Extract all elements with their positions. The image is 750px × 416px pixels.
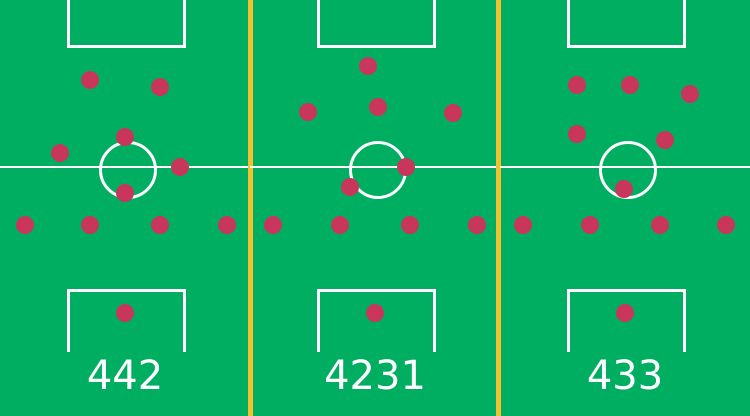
panel-divider <box>496 0 501 416</box>
player-marker-defender <box>468 216 486 234</box>
player-marker-defender <box>151 216 169 234</box>
formation-panel-4231: 4231 <box>250 0 500 416</box>
player-marker-midfielder <box>116 184 134 202</box>
player-marker-goalkeeper <box>116 304 134 322</box>
player-marker-midfielder <box>656 131 674 149</box>
player-marker-midfielder <box>397 158 415 176</box>
player-marker-goalkeeper <box>616 304 634 322</box>
player-marker-midfielder <box>444 104 462 122</box>
player-marker-forward <box>568 76 586 94</box>
top-penalty-box <box>567 0 686 48</box>
formation-label: 4231 <box>324 353 426 399</box>
player-marker-defender <box>218 216 236 234</box>
player-marker-forward <box>81 71 99 89</box>
formation-label: 433 <box>586 353 664 399</box>
player-marker-defender <box>401 216 419 234</box>
top-penalty-box <box>317 0 436 48</box>
center-circle <box>599 141 657 199</box>
formation-panel-442: 442 <box>0 0 250 416</box>
player-marker-defender <box>581 216 599 234</box>
player-marker-defender <box>16 216 34 234</box>
player-marker-goalkeeper <box>366 304 384 322</box>
player-marker-defender <box>264 216 282 234</box>
player-marker-midfielder <box>568 125 586 143</box>
player-marker-forward <box>621 76 639 94</box>
player-marker-midfielder <box>615 180 633 198</box>
player-marker-forward <box>151 78 169 96</box>
player-marker-forward <box>681 85 699 103</box>
player-marker-defender <box>651 216 669 234</box>
player-marker-midfielder <box>341 178 359 196</box>
player-marker-defender <box>81 216 99 234</box>
bottom-penalty-box <box>67 289 186 352</box>
bottom-penalty-box <box>567 289 686 352</box>
player-marker-midfielder <box>171 158 189 176</box>
bottom-penalty-box <box>317 289 436 352</box>
formation-panel-433: 433 <box>500 0 750 416</box>
player-marker-defender <box>717 216 735 234</box>
player-marker-midfielder <box>369 98 387 116</box>
panel-divider <box>248 0 253 416</box>
player-marker-midfielder <box>116 128 134 146</box>
player-marker-defender <box>514 216 532 234</box>
player-marker-midfielder <box>299 103 317 121</box>
player-marker-forward <box>359 57 377 75</box>
player-marker-defender <box>331 216 349 234</box>
player-marker-midfielder <box>51 144 69 162</box>
top-penalty-box <box>67 0 186 48</box>
formation-label: 442 <box>86 353 164 399</box>
